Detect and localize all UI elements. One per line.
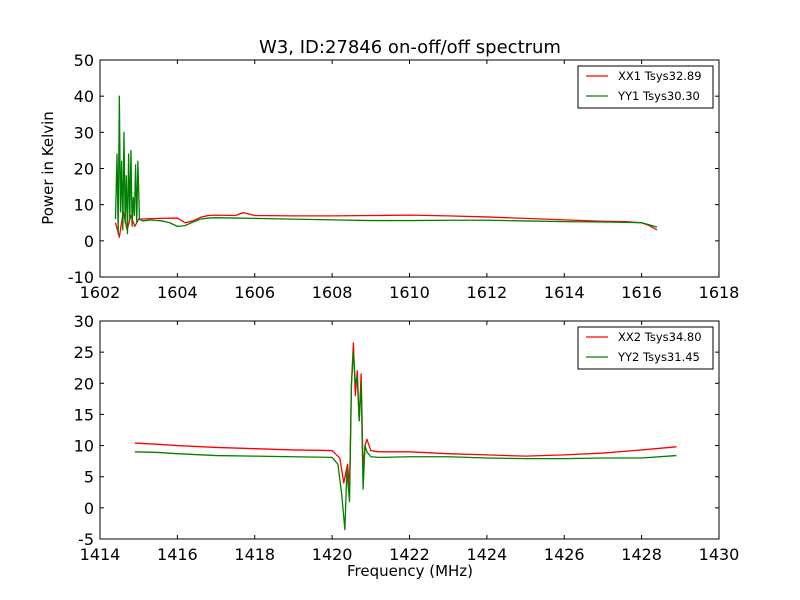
series-group bbox=[134, 342, 677, 531]
chart-title: W3, ID:27846 on-off/off spectrum bbox=[259, 37, 561, 58]
x-tick-label: 1612 bbox=[467, 283, 508, 302]
legend: XX1 Tsys32.89 YY1 Tsys30.30 bbox=[577, 65, 714, 109]
x-tick-label: 1606 bbox=[234, 283, 275, 302]
y-tick-label: 25 bbox=[74, 343, 94, 362]
y-tick-label: 0 bbox=[84, 499, 94, 518]
legend-label: XX1 Tsys32.89 bbox=[618, 69, 702, 83]
y-tick-label: -5 bbox=[78, 530, 94, 549]
x-tick-label: 1616 bbox=[621, 283, 662, 302]
legend: XX2 Tsys34.80 YY2 Tsys31.45 bbox=[577, 326, 714, 370]
y-tick-label: 20 bbox=[74, 374, 94, 393]
legend-label: XX2 Tsys34.80 bbox=[618, 330, 702, 344]
legend-label: YY2 Tsys31.45 bbox=[617, 350, 700, 364]
y-tick-label: 30 bbox=[74, 312, 94, 331]
x-tick-label: 1608 bbox=[312, 283, 353, 302]
y-tick-label: 20 bbox=[74, 160, 94, 179]
x-tick-label: 1610 bbox=[389, 283, 430, 302]
x-tick-label: 1430 bbox=[699, 545, 740, 564]
y-tick-label: -10 bbox=[68, 268, 94, 287]
x-tick-label: 1604 bbox=[157, 283, 198, 302]
y-axis-label: Power in Kelvin bbox=[39, 111, 57, 225]
series-line-yy2 bbox=[134, 351, 677, 531]
x-tick-label: 1422 bbox=[389, 545, 430, 564]
x-axis-label: Frequency (MHz) bbox=[347, 562, 473, 580]
y-tick-label: 5 bbox=[84, 468, 94, 487]
legend-label: YY1 Tsys30.30 bbox=[617, 89, 700, 103]
y-tick-label: 30 bbox=[74, 123, 94, 142]
legend-box bbox=[577, 326, 714, 370]
y-tick-label: 10 bbox=[74, 196, 94, 215]
legend-box bbox=[577, 65, 714, 109]
top-panel: 1602 1604 1606 1608 1610 1612 1614 1616 1618 -10 0… bbox=[68, 51, 740, 302]
y-tick-label: 10 bbox=[74, 437, 94, 456]
y-tick-label: 40 bbox=[74, 87, 94, 106]
y-tick-label: 50 bbox=[74, 51, 94, 70]
x-tick-label: 1414 bbox=[80, 545, 121, 564]
x-tick-label: 1424 bbox=[467, 545, 508, 564]
bottom-panel: 1414 1416 1418 1420 1422 1424 1426 1428 1430 -5 0 5… bbox=[74, 312, 740, 564]
x-tick-label: 1602 bbox=[80, 283, 121, 302]
x-tick-label: 1418 bbox=[234, 545, 275, 564]
x-tick-label: 1614 bbox=[544, 283, 585, 302]
x-tick-label: 1428 bbox=[621, 545, 662, 564]
series-line-xx1 bbox=[114, 211, 658, 238]
x-tick-label: 1426 bbox=[544, 545, 585, 564]
y-tick-label: 15 bbox=[74, 405, 94, 424]
series-group bbox=[114, 95, 658, 238]
x-tick-label: 1416 bbox=[157, 545, 198, 564]
x-tick-label: 1618 bbox=[699, 283, 740, 302]
y-tick-label: 0 bbox=[84, 232, 94, 251]
series-line-yy1 bbox=[114, 95, 658, 235]
x-tick-label: 1420 bbox=[312, 545, 353, 564]
